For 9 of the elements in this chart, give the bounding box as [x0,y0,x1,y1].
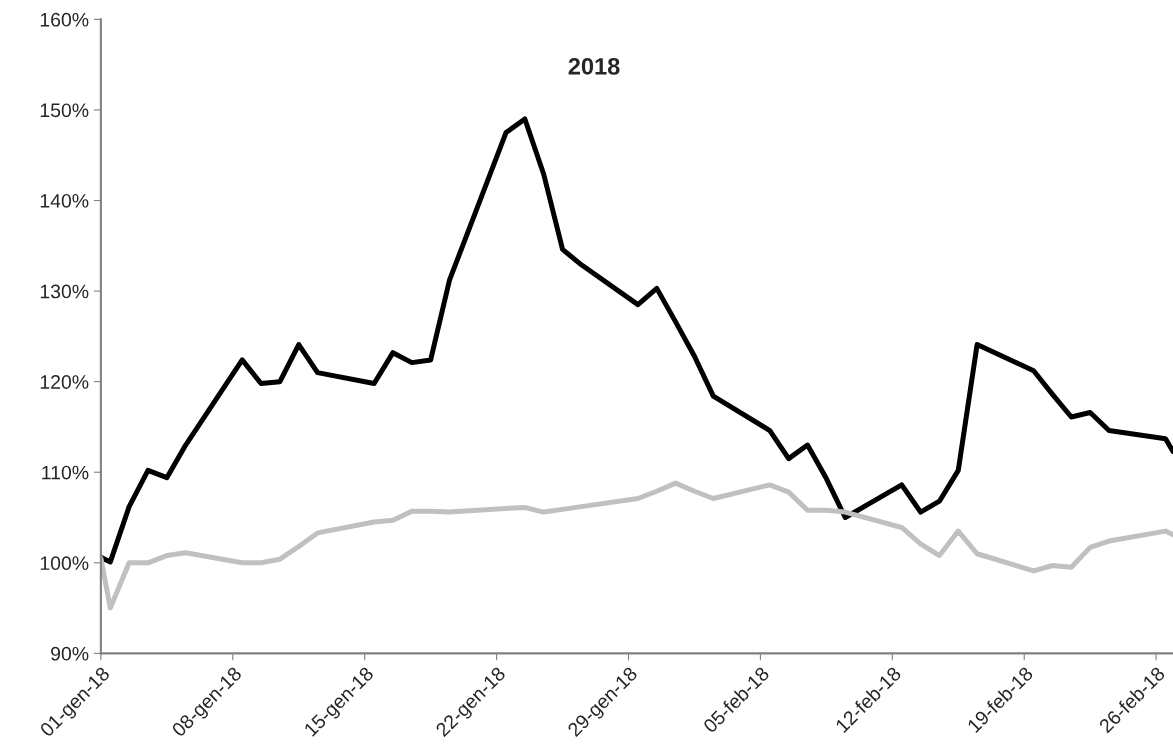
text: 2018 [568,57,620,75]
y-tick-label: 100% [40,556,89,571]
y-tick-label: 110% [42,465,89,480]
y-tick-label: 140% [40,193,89,208]
y-tick-label: 120% [40,375,89,389]
y-tick-label: 130% [40,284,89,299]
y-tick-label: 160% [40,12,89,27]
y-tick-label: 150% [40,103,89,118]
y-tick-label: 90% [51,646,89,661]
